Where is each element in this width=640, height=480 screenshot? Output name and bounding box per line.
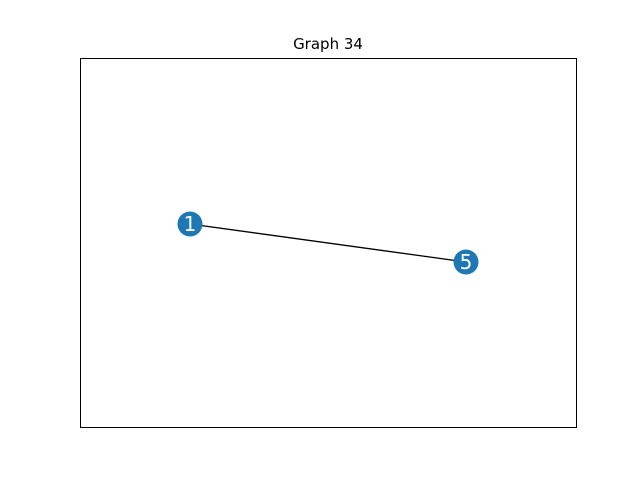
plot-frame [80,58,577,428]
graph-title: Graph 34 [293,35,363,53]
node-1: 1 [177,211,203,237]
edge-1-5 [189,223,467,263]
node-5: 5 [453,249,479,275]
node-label: 5 [460,250,473,274]
edges-layer [189,223,467,263]
node-circle [453,249,479,275]
node-circle [177,211,203,237]
node-label: 1 [184,212,197,236]
nodes-layer: 15 [177,211,479,275]
